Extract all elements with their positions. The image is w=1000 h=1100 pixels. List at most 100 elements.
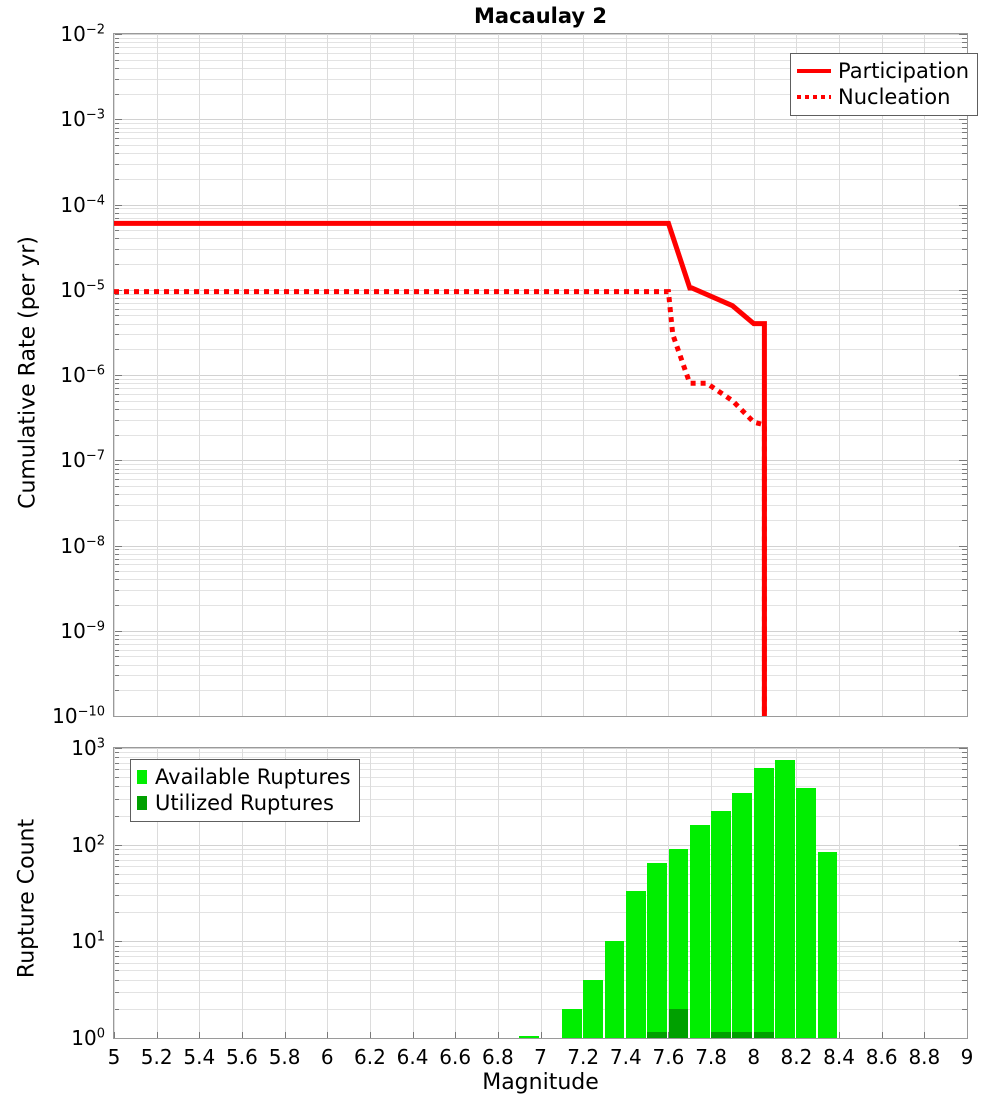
gridline xyxy=(114,786,967,787)
bar-utilized-ruptures xyxy=(732,1032,753,1038)
tick-mark xyxy=(114,912,119,913)
tick-mark xyxy=(242,1032,243,1038)
dotted-line-icon xyxy=(797,88,831,106)
tick-mark xyxy=(962,895,967,896)
bar-available-ruptures xyxy=(668,849,689,1038)
gridline xyxy=(796,34,797,716)
tick-mark xyxy=(114,375,122,376)
gridline xyxy=(114,394,967,395)
dark-green-swatch-icon xyxy=(137,794,149,812)
gridline xyxy=(114,486,967,487)
tick-mark xyxy=(114,388,119,389)
gridline xyxy=(327,748,328,1038)
tick-mark xyxy=(962,479,967,480)
x-tick-label: 7.2 xyxy=(567,1045,600,1069)
x-tick-label: 7.8 xyxy=(695,1045,727,1069)
gridline xyxy=(839,34,840,716)
gridline xyxy=(114,34,115,716)
tick-mark xyxy=(114,554,119,555)
bar-available-ruptures xyxy=(561,1008,582,1038)
tick-mark xyxy=(962,559,967,560)
tick-mark xyxy=(962,469,967,470)
gridline xyxy=(114,47,967,48)
tick-mark xyxy=(962,963,967,964)
tick-mark xyxy=(962,644,967,645)
tick-mark xyxy=(962,656,967,657)
tick-mark xyxy=(114,164,119,165)
tick-mark xyxy=(962,349,967,350)
tick-mark xyxy=(114,379,119,380)
gridline xyxy=(157,748,158,1038)
tick-mark xyxy=(114,208,119,209)
tick-mark xyxy=(114,464,119,465)
tick-mark xyxy=(962,123,967,124)
x-tick-label: 5.4 xyxy=(183,1045,216,1069)
tick-mark xyxy=(114,883,119,884)
gridline xyxy=(114,635,967,636)
x-axis-label: Magnitude xyxy=(482,1070,599,1095)
rupture-count-plot xyxy=(113,747,968,1039)
tick-mark xyxy=(114,394,119,395)
gridline xyxy=(114,34,967,35)
gridline xyxy=(413,34,414,716)
tick-mark xyxy=(959,290,967,291)
y-tick-label: 10−3 xyxy=(60,107,105,132)
gridline xyxy=(114,992,967,993)
tick-mark xyxy=(962,249,967,250)
tick-mark xyxy=(962,494,967,495)
tick-mark xyxy=(114,656,119,657)
legend-label-utilized-ruptures: Utilized Ruptures xyxy=(155,791,334,815)
tick-mark xyxy=(967,1032,968,1038)
tick-mark xyxy=(114,874,119,875)
legend-item-available-ruptures[interactable]: Available Ruptures xyxy=(137,764,351,790)
gridline xyxy=(541,34,542,716)
gridline xyxy=(114,379,967,380)
grid-top xyxy=(114,34,967,716)
tick-mark xyxy=(114,138,119,139)
gridline xyxy=(114,849,967,850)
legend-item-utilized-ruptures[interactable]: Utilized Ruptures xyxy=(137,790,351,816)
gridline xyxy=(114,479,967,480)
tick-mark xyxy=(541,1032,542,1038)
gridline xyxy=(114,208,967,209)
tick-mark xyxy=(962,590,967,591)
y-tick-label: 10−4 xyxy=(60,192,105,217)
tick-mark xyxy=(962,179,967,180)
legend-item-participation[interactable]: Participation xyxy=(797,58,969,84)
tick-mark xyxy=(962,153,967,154)
tick-mark xyxy=(114,249,119,250)
x-tick-label: 5.6 xyxy=(226,1045,258,1069)
gridline xyxy=(114,951,967,952)
tick-mark xyxy=(327,1032,328,1038)
tick-mark xyxy=(114,294,119,295)
tick-mark xyxy=(962,816,967,817)
tick-mark xyxy=(114,635,119,636)
tick-mark xyxy=(114,179,119,180)
gridline xyxy=(626,34,627,716)
tick-mark xyxy=(114,94,119,95)
tick-mark xyxy=(962,571,967,572)
y-axis-label-bottom: Rupture Count xyxy=(14,818,40,979)
tick-mark xyxy=(962,757,967,758)
tick-mark xyxy=(114,549,119,550)
tick-mark xyxy=(114,68,119,69)
legend-item-nucleation[interactable]: Nucleation xyxy=(797,84,969,110)
gridline xyxy=(114,218,967,219)
tick-mark xyxy=(114,559,119,560)
y-tick-label: 10−6 xyxy=(60,363,105,387)
tick-mark xyxy=(114,264,119,265)
tick-mark xyxy=(114,769,119,770)
bar-available-ruptures xyxy=(796,787,817,1038)
gridline xyxy=(114,1009,967,1010)
tick-mark xyxy=(114,479,119,480)
x-tick-label: 9 xyxy=(960,1045,974,1069)
gridline xyxy=(114,298,967,299)
gridline xyxy=(114,60,967,61)
bar-utilized-ruptures xyxy=(711,1032,731,1038)
tick-mark xyxy=(962,970,967,971)
y-tick-label: 101 xyxy=(71,929,105,954)
tick-mark xyxy=(962,786,967,787)
gridline xyxy=(114,650,967,651)
gridline xyxy=(114,970,967,971)
